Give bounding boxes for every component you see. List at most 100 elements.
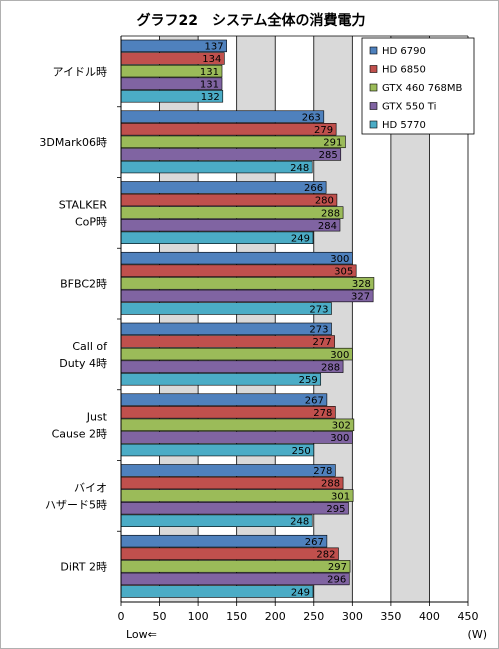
data-label: 301 bbox=[331, 491, 350, 502]
legend-swatch bbox=[369, 46, 378, 55]
bar bbox=[120, 181, 327, 194]
data-label: 273 bbox=[309, 325, 328, 336]
data-label: 278 bbox=[313, 466, 332, 477]
legend-label: HD 5770 bbox=[382, 120, 426, 131]
data-label: 302 bbox=[332, 421, 351, 432]
bar bbox=[120, 431, 353, 444]
legend-label: HD 6790 bbox=[382, 46, 426, 57]
bar bbox=[120, 393, 328, 406]
data-label: 295 bbox=[326, 504, 345, 515]
data-label: 266 bbox=[304, 183, 323, 194]
bar bbox=[120, 443, 315, 457]
x-axis-ticks: 0 50 100 150 200 250 300 350 400 450 bbox=[118, 602, 479, 623]
bar bbox=[120, 373, 322, 386]
data-label: 288 bbox=[321, 362, 340, 373]
category-label: STALKER bbox=[59, 198, 108, 211]
bar bbox=[120, 302, 332, 315]
data-label: 267 bbox=[305, 395, 324, 406]
bar bbox=[120, 264, 357, 277]
bar bbox=[120, 585, 314, 598]
data-label: 305 bbox=[334, 266, 353, 277]
bar bbox=[120, 547, 339, 560]
legend-swatch bbox=[369, 120, 378, 129]
bar bbox=[120, 251, 353, 265]
data-label: 273 bbox=[309, 304, 328, 315]
legend: HD 6790 HD 6850 GTX 460 768MB GTX 550 Ti HD … bbox=[361, 37, 475, 135]
data-label: 249 bbox=[291, 234, 310, 245]
bar bbox=[120, 360, 344, 373]
bars bbox=[120, 39, 375, 598]
data-label: 328 bbox=[352, 279, 371, 290]
data-label: 300 bbox=[330, 254, 349, 265]
x-tick-label: 50 bbox=[153, 610, 167, 623]
data-label: 263 bbox=[302, 112, 321, 123]
data-label: 285 bbox=[319, 150, 338, 161]
legend-label: GTX 460 768MB bbox=[382, 83, 463, 94]
bar bbox=[120, 406, 336, 419]
data-label: 280 bbox=[315, 196, 334, 207]
data-label: 259 bbox=[299, 375, 318, 386]
x-tick-label: 350 bbox=[380, 610, 401, 623]
bar bbox=[120, 322, 332, 336]
bar bbox=[120, 534, 328, 548]
data-label: 327 bbox=[351, 292, 370, 303]
bar bbox=[120, 418, 355, 432]
bar bbox=[120, 464, 336, 477]
category-label: Duty 4時 bbox=[59, 357, 107, 370]
bar bbox=[120, 289, 374, 303]
x-tick-label: 300 bbox=[342, 610, 363, 623]
chart-title: グラフ22 システム全体の消費電力 bbox=[136, 12, 365, 29]
bar bbox=[120, 489, 354, 502]
bar bbox=[120, 501, 349, 515]
x-tick-label: 150 bbox=[226, 610, 247, 623]
x-tick-label: 400 bbox=[419, 610, 440, 623]
x-tick-label: 0 bbox=[118, 610, 125, 623]
data-label: 300 bbox=[330, 433, 349, 444]
legend-swatch bbox=[369, 83, 378, 92]
bar bbox=[120, 231, 314, 244]
category-label: BFBC2時 bbox=[60, 278, 107, 291]
data-label: 134 bbox=[202, 54, 221, 65]
data-label: 267 bbox=[305, 537, 324, 548]
data-label: 288 bbox=[321, 479, 340, 490]
bar bbox=[120, 123, 337, 136]
data-label: 249 bbox=[291, 587, 310, 598]
category-label: Cause 2時 bbox=[52, 428, 107, 441]
x-tick-label: 200 bbox=[265, 610, 286, 623]
data-label: 131 bbox=[200, 79, 219, 90]
category-label: 3DMark06時 bbox=[39, 136, 107, 149]
category-label: アイドル時 bbox=[53, 65, 107, 78]
bar bbox=[120, 476, 344, 490]
category-label: バイオ bbox=[74, 481, 107, 494]
bar bbox=[120, 135, 346, 149]
data-label: 282 bbox=[316, 549, 335, 560]
category-labels: アイドル時 3DMark06時 STALKER CoP時 BFBC2時 Call of Du… bbox=[39, 65, 121, 574]
bar bbox=[120, 560, 351, 573]
bar bbox=[120, 219, 341, 232]
bar bbox=[120, 277, 375, 290]
legend-swatch bbox=[369, 102, 378, 110]
data-label: 300 bbox=[330, 350, 349, 361]
x-tick-label: 250 bbox=[303, 610, 324, 623]
unit-label: (W) bbox=[468, 628, 487, 641]
data-label: 248 bbox=[290, 517, 309, 528]
data-label: 279 bbox=[314, 125, 333, 136]
data-label: 288 bbox=[321, 208, 340, 219]
data-label: 278 bbox=[313, 408, 332, 419]
category-label: Call of bbox=[72, 340, 108, 353]
low-label: Low⇐ bbox=[126, 628, 157, 641]
legend-swatch bbox=[369, 65, 378, 73]
data-label: 137 bbox=[205, 42, 224, 53]
data-label: 291 bbox=[323, 138, 342, 149]
category-label: Just bbox=[86, 411, 108, 424]
bar bbox=[120, 335, 335, 348]
bar bbox=[120, 148, 342, 161]
data-label: 132 bbox=[201, 92, 220, 103]
category-label: ハザード5時 bbox=[45, 498, 107, 511]
bar bbox=[120, 160, 313, 174]
data-label: 297 bbox=[328, 562, 347, 573]
legend-box bbox=[361, 37, 475, 135]
data-label: 250 bbox=[292, 446, 311, 457]
data-label: 296 bbox=[327, 575, 346, 586]
